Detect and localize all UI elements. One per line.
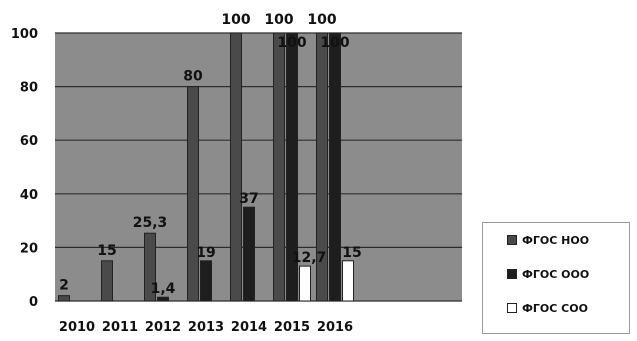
bar-2015-series-3 — [299, 265, 311, 302]
data-label-2016-series-1: 100 — [307, 12, 336, 28]
data-label-2010-series-1: 2 — [59, 278, 69, 294]
legend-label-ooo: ФГОС ООО — [522, 267, 590, 281]
y-tick-60: 60 — [20, 134, 38, 149]
bar-2016-series-1 — [316, 32, 328, 302]
x-tick-2013: 2013 — [188, 320, 224, 335]
data-label-2014-series-1: 100 — [221, 12, 250, 28]
legend-item-noo: ФГОС НОО — [483, 223, 629, 257]
legend-item-ooo: ФГОС ООО — [483, 257, 629, 291]
y-tick-100: 100 — [11, 27, 38, 42]
data-label-2016-series-3: 15 — [342, 245, 361, 261]
y-tick-20: 20 — [20, 241, 38, 256]
data-label-2013-series-2: 19 — [196, 245, 215, 261]
legend-swatch-noo — [507, 235, 517, 245]
bar-2016-series-3 — [342, 260, 354, 302]
bar-2014-series-1 — [230, 32, 242, 302]
bar-2015-series-1 — [273, 32, 285, 302]
data-label-2016-series-2: 100 — [320, 35, 349, 51]
legend: ФГОС НОО ФГОС ООО ФГОС СОО — [482, 222, 630, 334]
legend-label-noo: ФГОС НОО — [522, 233, 590, 247]
bar-2012-series-1 — [144, 232, 156, 302]
y-tick-80: 80 — [20, 81, 38, 96]
bar-2012-series-2 — [157, 296, 169, 302]
x-tick-2012: 2012 — [145, 320, 181, 335]
plot-area — [55, 33, 462, 301]
data-label-2012-series-2: 1,4 — [151, 281, 176, 297]
x-tick-2010: 2010 — [59, 320, 95, 335]
data-label-2015-series-3: 12,7 — [292, 250, 327, 266]
data-label-2014-series-2: 37 — [239, 191, 258, 207]
x-tick-2014: 2014 — [231, 320, 267, 335]
bar-2016-series-2 — [329, 32, 341, 302]
bars — [58, 32, 354, 302]
data-label-2015-series-2: 100 — [277, 35, 306, 51]
legend-item-soo: ФГОС СОО — [483, 291, 629, 325]
bar-2015-series-2 — [286, 32, 298, 302]
x-axis-ticks: 2010 2011 2012 2013 2014 2015 2016 — [59, 320, 353, 335]
legend-swatch-soo — [507, 303, 517, 313]
data-label-2015-series-1: 100 — [264, 12, 293, 28]
y-axis-ticks: 0 20 40 60 80 100 — [11, 27, 38, 310]
bar-2014-series-2 — [243, 206, 255, 302]
y-tick-40: 40 — [20, 188, 38, 203]
bar-2010-series-1 — [58, 295, 70, 302]
x-tick-2011: 2011 — [102, 320, 138, 335]
bar-2011-series-1 — [101, 260, 113, 302]
gridlines — [55, 32, 462, 302]
data-label-2013-series-1: 80 — [183, 69, 203, 85]
data-label-2011-series-1: 15 — [97, 243, 116, 259]
data-label-2012-series-1: 25,3 — [133, 215, 168, 231]
x-tick-2016: 2016 — [317, 320, 353, 335]
legend-label-soo: ФГОС СОО — [522, 301, 588, 315]
legend-swatch-ooo — [507, 269, 517, 279]
y-tick-0: 0 — [29, 295, 38, 310]
bar-2013-series-1 — [187, 86, 199, 302]
x-tick-2015: 2015 — [274, 320, 310, 335]
bar-2013-series-2 — [200, 260, 212, 302]
